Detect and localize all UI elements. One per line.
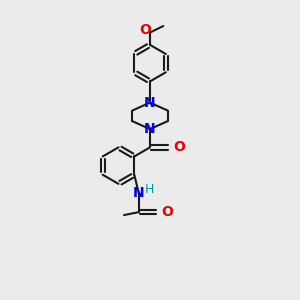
Text: N: N [144, 96, 156, 110]
Text: O: O [162, 205, 174, 219]
Text: N: N [144, 122, 156, 136]
Text: O: O [139, 23, 151, 38]
Text: N: N [133, 186, 145, 200]
Text: O: O [173, 140, 185, 154]
Text: H: H [145, 183, 154, 196]
